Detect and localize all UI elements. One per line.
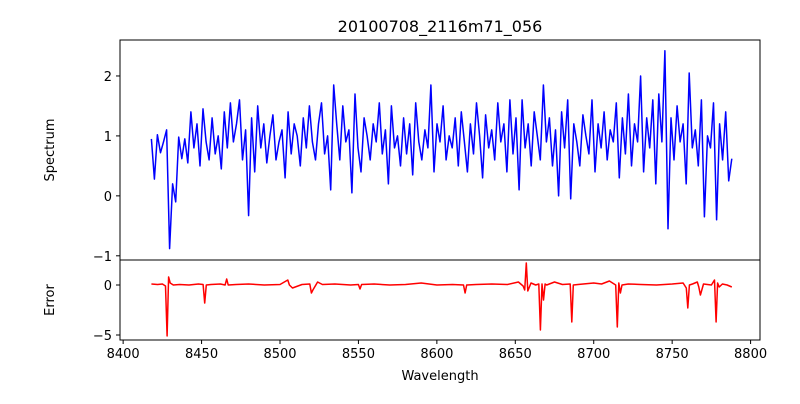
y-axis-label-spectrum: Spectrum bbox=[43, 119, 58, 182]
chart-title: 20100708_2116m71_056 bbox=[338, 17, 543, 37]
x-tick-label: 8800 bbox=[734, 347, 767, 362]
x-tick-label: 8600 bbox=[420, 347, 453, 362]
spectrum-axes: 2 1 0 −1 bbox=[93, 39, 761, 265]
x-axis-label: Wavelength bbox=[401, 369, 478, 384]
y-tick-label: 0 bbox=[104, 190, 112, 205]
x-tick-label: 8700 bbox=[577, 347, 610, 362]
series-line-spectrum bbox=[150, 50, 733, 250]
x-tick-label: 8450 bbox=[185, 347, 218, 362]
y-tick-label: −5 bbox=[93, 329, 112, 344]
error-axes: 0 −5 8400 8450 8500 8550 8600 8650 8700 8750 8800 bbox=[93, 259, 767, 362]
x-tick-label: 8550 bbox=[342, 347, 375, 362]
y-tick-label: −1 bbox=[93, 250, 112, 265]
series-line-error bbox=[151, 262, 733, 337]
y-tick-label: 0 bbox=[104, 279, 112, 294]
y-axis-label-error: Error bbox=[43, 284, 58, 316]
x-tick-label: 8500 bbox=[263, 347, 296, 362]
x-tick-label: 8650 bbox=[499, 347, 532, 362]
y-tick-label: 1 bbox=[104, 130, 112, 145]
x-tick-label: 8750 bbox=[656, 347, 689, 362]
y-tick-label: 2 bbox=[104, 70, 112, 85]
axes-frame bbox=[119, 259, 761, 341]
x-tick-label: 8400 bbox=[107, 347, 140, 362]
